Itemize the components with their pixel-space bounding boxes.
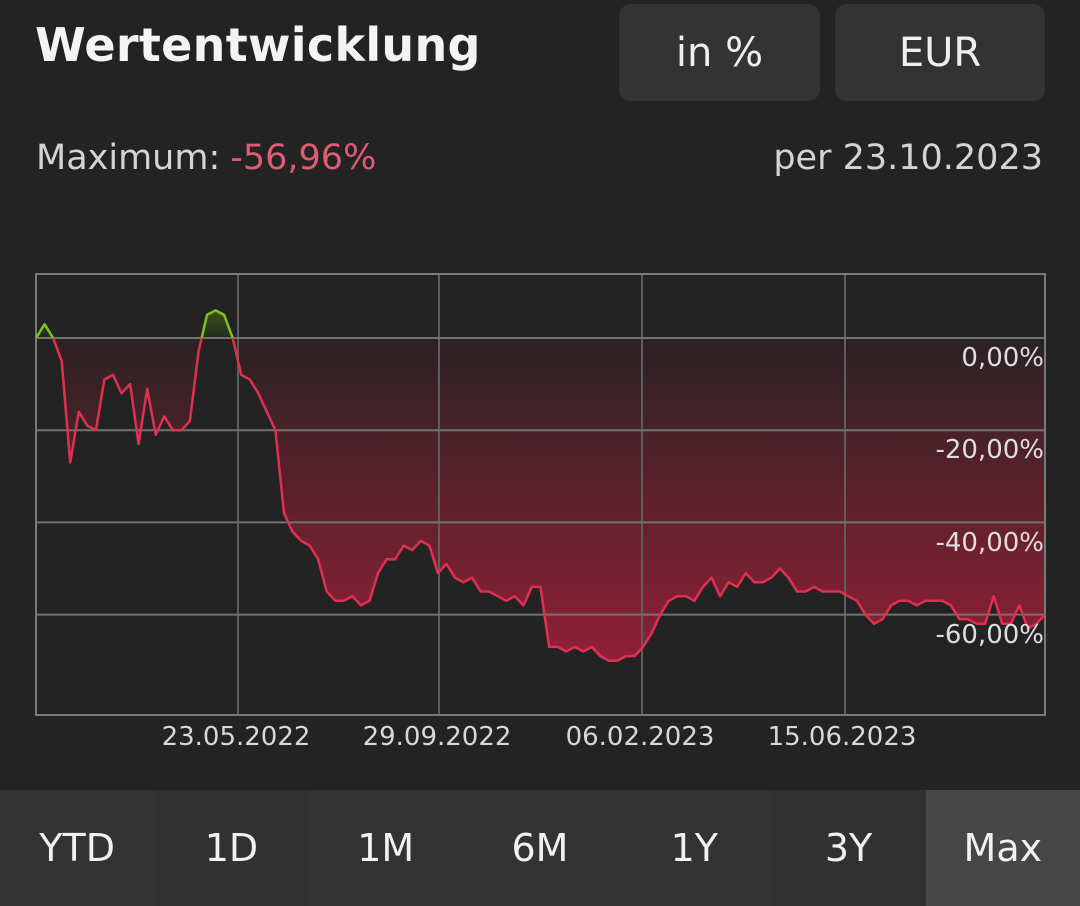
tab-ytd[interactable]: YTD	[0, 790, 155, 906]
performance-line-positive	[36, 309, 234, 338]
tab-3y[interactable]: 3Y	[771, 790, 926, 906]
x-tick-label: 29.09.2022	[362, 722, 512, 752]
maximum-label: Maximum:	[36, 138, 221, 178]
x-tick-label: 23.05.2022	[161, 722, 311, 752]
tab-1m[interactable]: 1M	[308, 790, 463, 906]
maximum-value: -56,96%	[230, 138, 377, 178]
maximum-summary: Maximum: -56,96%	[36, 138, 376, 178]
plot-frame	[35, 273, 1046, 716]
x-tick-label: 06.02.2023	[565, 722, 715, 752]
currency-toggle-button[interactable]: EUR	[835, 4, 1045, 101]
y-tick-label: -60,00%	[935, 620, 1044, 650]
performance-line-negative	[36, 338, 1046, 662]
x-tick-label: 15.06.2023	[767, 722, 917, 752]
y-tick-label: 0,00%	[961, 343, 1044, 373]
y-tick-label: -20,00%	[935, 435, 1044, 465]
range-tabs: YTD 1D 1M 6M 1Y 3Y Max	[0, 790, 1080, 906]
performance-chart[interactable]	[0, 0, 1080, 780]
negative-area	[36, 338, 1045, 661]
tab-6m[interactable]: 6M	[462, 790, 618, 906]
percent-toggle-button[interactable]: in %	[619, 4, 820, 101]
as-of-date: per 23.10.2023	[773, 138, 1043, 178]
tab-1d[interactable]: 1D	[154, 790, 309, 906]
y-tick-label: -40,00%	[935, 528, 1044, 558]
tab-1y[interactable]: 1Y	[617, 790, 772, 906]
chart-grid	[35, 273, 1046, 716]
page-title: Wertentwicklung	[35, 18, 481, 72]
tab-max[interactable]: Max	[925, 790, 1080, 906]
